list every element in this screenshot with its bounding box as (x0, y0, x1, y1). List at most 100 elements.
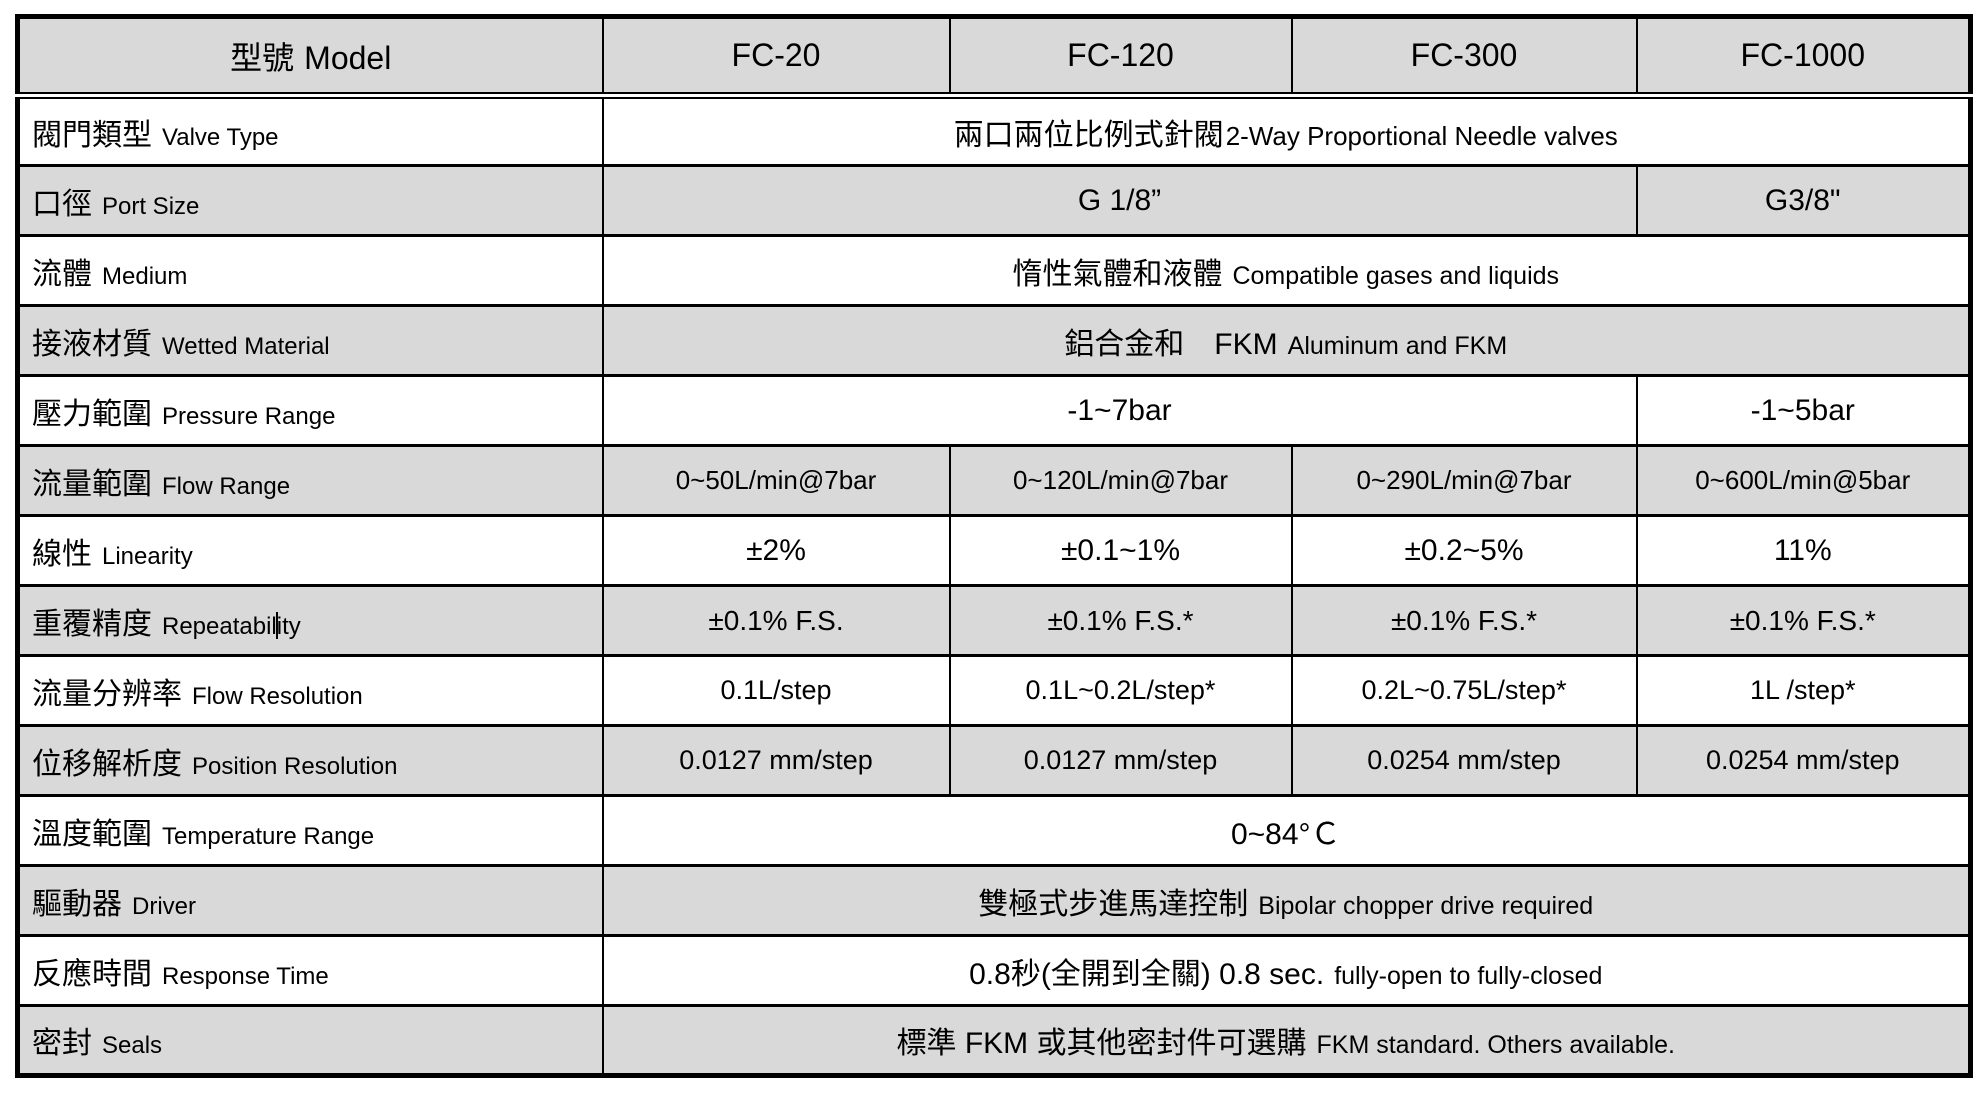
row-label-seals[interactable]: 密封 Seals (16, 1004, 604, 1077)
spec-value-medium-0[interactable]: 惰性氣體和液體 Compatible gases and liquids (601, 234, 1972, 307)
spec-value-flow-range-3[interactable]: 0~600L/min@5bar (1635, 444, 1972, 517)
spec-value-linearity-1[interactable]: ±0.1~1% (948, 514, 1293, 587)
value-en: fully-open to fully-closed (1334, 961, 1603, 990)
spec-row-flow-resolution: 流量分辨率 Flow Resolution 0.1L/step 0.1L~0.2L/s… (16, 654, 1972, 727)
row-label-en: Temperature Range (162, 822, 375, 850)
value-zh: 鋁合金和 FKM (1064, 327, 1278, 361)
spec-row-linearity: 線性 Linearity ±2% ±0.1~1% ±0.2~5% 11% (16, 514, 1972, 587)
row-label-zh: 流體 (32, 257, 92, 291)
spec-value-flow-resolution-0[interactable]: 0.1L/step (601, 654, 951, 727)
spec-value-linearity-2[interactable]: ±0.2~5% (1290, 514, 1638, 587)
value-zh: 雙極式步進馬達控制 (978, 887, 1249, 921)
row-label-zh: 反應時間 (32, 957, 152, 991)
row-label-temperature-range[interactable]: 溫度範圍 Temperature Range (16, 794, 604, 867)
spec-value-pressure-range-0[interactable]: -1~7bar (601, 374, 1638, 447)
spec-value-flow-range-0[interactable]: 0~50L/min@7bar (601, 444, 951, 517)
spec-value-valve-type-0[interactable]: 兩口兩位比例式針閥2-Way Proportional Needle valve… (601, 94, 1972, 167)
spec-value-flow-resolution-1[interactable]: 0.1L~0.2L/step* (948, 654, 1293, 727)
spec-row-valve-type: 閥門類型 Valve Type 兩口兩位比例式針閥2-Way Proportiona… (16, 94, 1972, 167)
spec-value-linearity-3[interactable]: 11% (1635, 514, 1972, 587)
spec-value-port-size-0[interactable]: G 1/8” (601, 164, 1638, 237)
row-label-en: Valve Type (162, 123, 279, 151)
row-label-port-size[interactable]: 口徑 Port Size (16, 164, 604, 237)
spec-value-wetted-material-0[interactable]: 鋁合金和 FKM Aluminum and FKM (601, 304, 1972, 377)
row-label-wetted-material[interactable]: 接液材質 Wetted Material (16, 304, 604, 377)
row-label-en: Medium (102, 262, 188, 290)
row-label-en: Position Resolution (192, 752, 398, 780)
value-en: FKM standard. Others available. (1316, 1031, 1676, 1059)
row-label-linearity[interactable]: 線性 Linearity (16, 514, 604, 587)
spec-value-driver-0[interactable]: 雙極式步進馬達控制 Bipolar chopper drive required (601, 864, 1972, 937)
row-label-zh: 壓力範圍 (32, 397, 152, 431)
header-cell-fc-120[interactable]: FC-120 (948, 15, 1293, 99)
spec-value-repeatability-1[interactable]: ±0.1% F.S.* (948, 584, 1293, 657)
spec-row-seals: 密封 Seals 標準 FKM 或其他密封件可選購 FKM standard. Oth… (16, 1004, 1972, 1077)
row-label-zh: 溫度範圍 (32, 817, 152, 851)
spec-row-flow-range: 流量範圍 Flow Range 0~50L/min@7bar 0~120L/min@7… (16, 444, 1972, 517)
header-cell-fc-300[interactable]: FC-300 (1290, 15, 1638, 99)
spec-value-flow-resolution-3[interactable]: 1L /step* (1635, 654, 1972, 727)
row-label-flow-resolution[interactable]: 流量分辨率 Flow Resolution (16, 654, 604, 727)
header-model-label-en: Model (304, 39, 392, 76)
spec-value-flow-range-1[interactable]: 0~120L/min@7bar (948, 444, 1293, 517)
row-label-driver[interactable]: 驅動器 Driver (16, 864, 604, 937)
spec-table-body: 閥門類型 Valve Type 兩口兩位比例式針閥2-Way Proportiona… (16, 94, 1972, 1077)
spec-row-response-time: 反應時間 Response Time 0.8秒(全開到全關) 0.8 sec. ful… (16, 934, 1972, 1007)
spec-value-flow-range-2[interactable]: 0~290L/min@7bar (1290, 444, 1638, 517)
row-label-zh: 線性 (32, 537, 92, 571)
row-label-repeatability[interactable]: 重覆精度 Repeatability (16, 584, 604, 657)
row-label-zh: 接液材質 (32, 327, 152, 361)
row-label-en: Response Time (162, 962, 329, 990)
row-label-position-resolution[interactable]: 位移解析度 Position Resolution (16, 724, 604, 797)
row-label-en: Driver (132, 892, 196, 920)
row-label-zh: 驅動器 (32, 887, 122, 921)
spec-value-seals-0[interactable]: 標準 FKM 或其他密封件可選購 FKM standard. Others ava… (601, 1004, 1972, 1077)
value-en: Aluminum and FKM (1287, 331, 1508, 360)
spec-value-repeatability-0[interactable]: ±0.1% F.S. (601, 584, 951, 657)
spec-value-temperature-range-0[interactable]: 0~84°Ｃ (601, 794, 1972, 867)
row-label-zh: 閥門類型 (32, 118, 152, 152)
row-label-en: Pressure Range (162, 402, 336, 430)
value-en: 2-Way Proportional Needle valves (1225, 120, 1618, 151)
row-label-valve-type[interactable]: 閥門類型 Valve Type (16, 94, 604, 167)
spec-value-position-resolution-2[interactable]: 0.0254 mm/step (1290, 724, 1638, 797)
spec-value-pressure-range-1[interactable]: -1~5bar (1635, 374, 1972, 447)
spec-row-wetted-material: 接液材質 Wetted Material 鋁合金和 FKM Aluminum and … (16, 304, 1972, 377)
header-model-cell[interactable]: 型號 Model (16, 15, 604, 99)
header-cell-fc-1000[interactable]: FC-1000 (1635, 15, 1972, 99)
row-label-en: Port Size (102, 192, 200, 220)
spec-value-linearity-0[interactable]: ±2% (601, 514, 951, 587)
row-label-en: Flow Range (162, 472, 291, 500)
row-label-en: Repeatability (162, 611, 301, 640)
spec-value-port-size-1[interactable]: G3/8" (1635, 164, 1972, 237)
spec-value-repeatability-2[interactable]: ±0.1% F.S.* (1290, 584, 1638, 657)
row-label-zh: 重覆精度 (32, 607, 152, 641)
spec-value-flow-resolution-2[interactable]: 0.2L~0.75L/step* (1290, 654, 1638, 727)
row-label-pressure-range[interactable]: 壓力範圍 Pressure Range (16, 374, 604, 447)
row-label-zh: 流量分辨率 (32, 677, 182, 711)
spec-row-temperature-range: 溫度範圍 Temperature Range 0~84°Ｃ (16, 794, 1972, 867)
row-label-zh: 位移解析度 (32, 747, 182, 781)
row-label-en: Linearity (102, 542, 193, 570)
valve-spec-table: 型號 Model FC-20 FC-120 FC-300 FC-1000 閥門類型… (15, 14, 1973, 1078)
row-label-en: Flow Resolution (192, 682, 363, 710)
spec-value-position-resolution-3[interactable]: 0.0254 mm/step (1635, 724, 1972, 797)
row-label-zh: 流量範圍 (32, 467, 152, 501)
value-en: Bipolar chopper drive required (1258, 891, 1594, 920)
row-label-response-time[interactable]: 反應時間 Response Time (16, 934, 604, 1007)
spec-row-port-size: 口徑 Port Size G 1/8” G3/8" (16, 164, 1972, 237)
row-label-en-before-caret: Repeatabil (162, 612, 277, 640)
row-label-flow-range[interactable]: 流量範圍 Flow Range (16, 444, 604, 517)
header-cell-fc-20[interactable]: FC-20 (601, 15, 951, 99)
spec-value-position-resolution-0[interactable]: 0.0127 mm/step (601, 724, 951, 797)
spec-value-response-time-0[interactable]: 0.8秒(全開到全關) 0.8 sec. fully-open to fully-… (601, 934, 1972, 1007)
spec-value-position-resolution-1[interactable]: 0.0127 mm/step (948, 724, 1293, 797)
spec-row-repeatability: 重覆精度 Repeatability ±0.1% F.S. ±0.1% F.S.* ±0… (16, 584, 1972, 657)
value-en: Compatible gases and liquids (1232, 261, 1560, 290)
value-zh: 0.8秒(全開到全關) 0.8 sec. (969, 957, 1325, 991)
spec-value-repeatability-3[interactable]: ±0.1% F.S.* (1635, 584, 1972, 657)
spec-row-pressure-range: 壓力範圍 Pressure Range -1~7bar -1~5bar (16, 374, 1972, 447)
row-label-medium[interactable]: 流體 Medium (16, 234, 604, 307)
spec-row-position-resolution: 位移解析度 Position Resolution 0.0127 mm/step 0.… (16, 724, 1972, 797)
row-label-zh: 口徑 (32, 187, 92, 221)
